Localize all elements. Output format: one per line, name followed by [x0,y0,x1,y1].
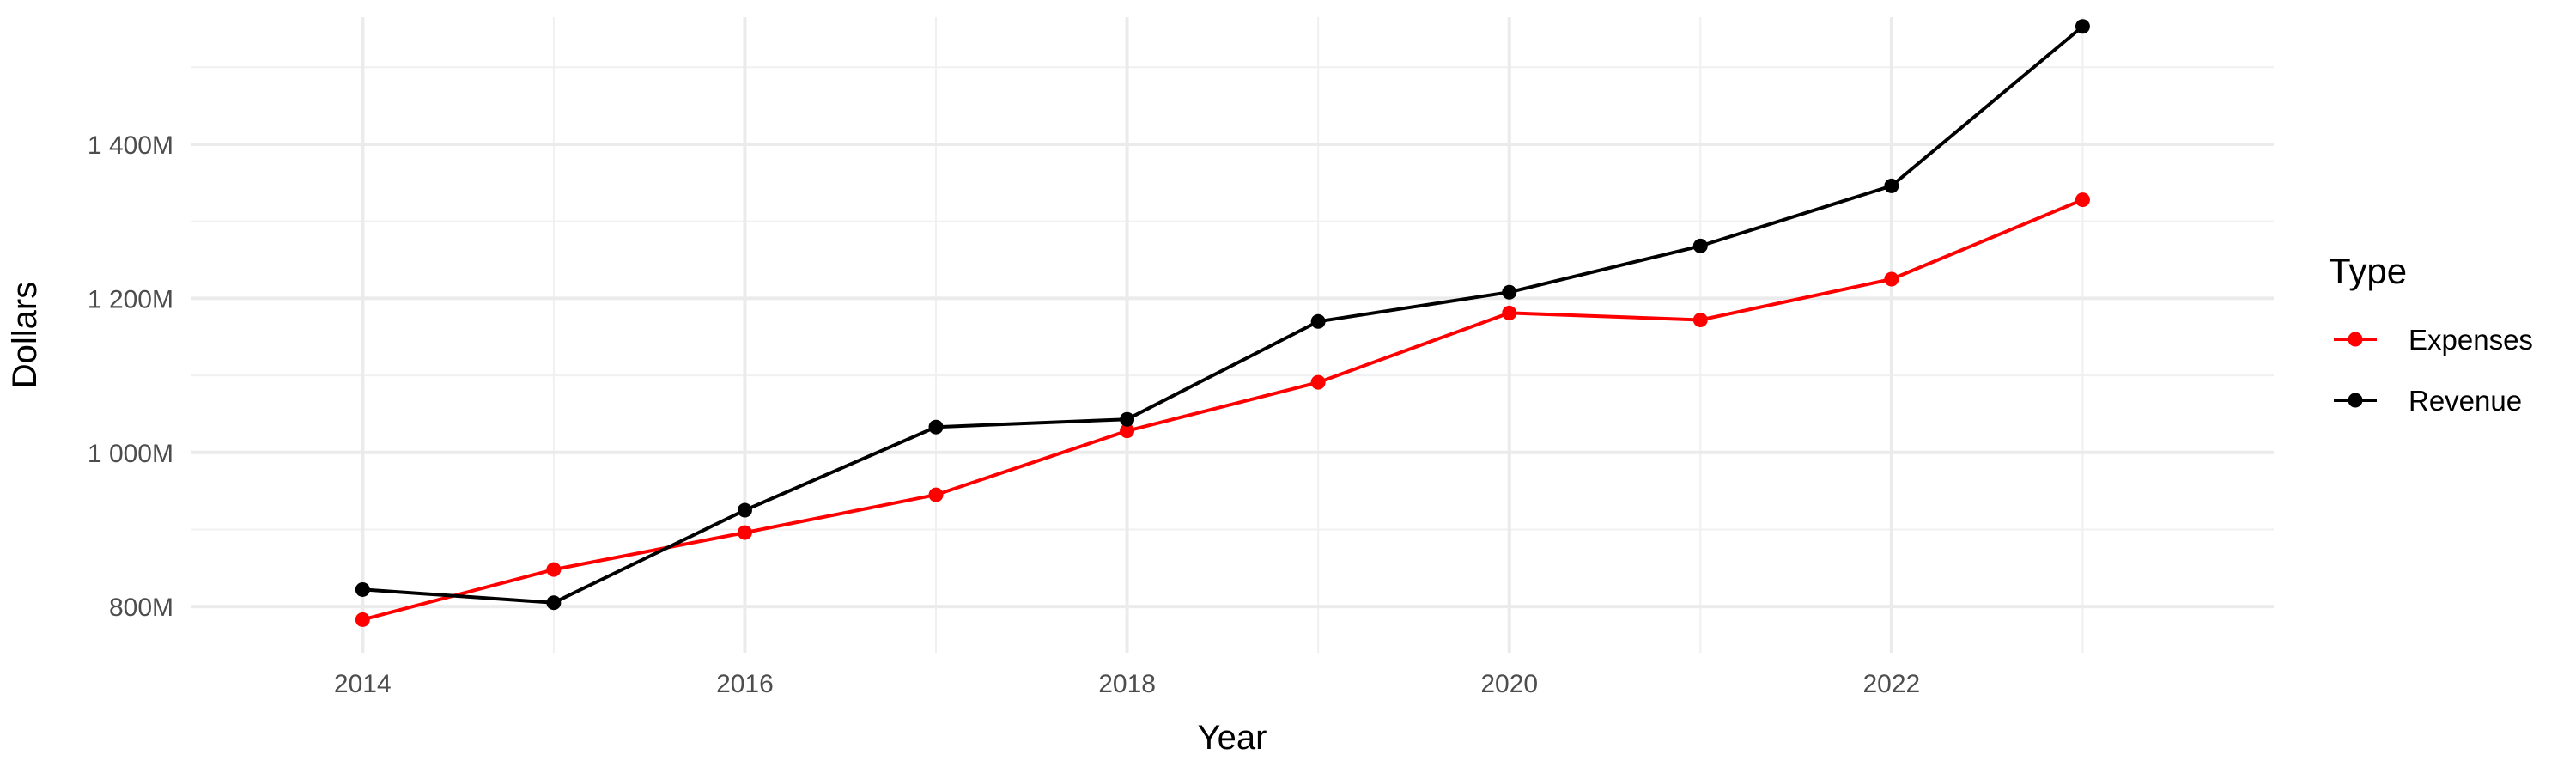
series-line-expenses [361,198,2084,622]
x-tick-label: 2020 [1480,670,1538,698]
data-point-expenses [737,525,752,540]
data-point-revenue [737,502,752,518]
data-point-revenue [2075,19,2090,34]
data-point-expenses [2075,192,2090,208]
series-line-revenue [362,25,2084,605]
data-point-revenue [1120,411,1135,427]
data-point-revenue [928,419,944,435]
series-lines [361,25,2084,622]
series-points [355,19,2090,627]
legend: Type Expenses Revenue [2329,251,2533,417]
data-point-expenses [928,487,944,502]
x-tick-label: 2018 [1098,670,1156,698]
legend-key-point-expenses [2348,332,2363,347]
x-axis-title: Year [1198,719,1267,757]
legend-title: Type [2329,251,2407,291]
legend-label-revenue: Revenue [2409,385,2522,417]
tick-labels: 800M 1 000M 1 200M 1 400M 2014 2016 2018 2020 20… [88,131,1920,698]
data-point-revenue [1310,313,1326,329]
y-tick-label: 800M [109,593,173,622]
data-point-revenue [546,595,562,611]
grid [191,17,2274,653]
data-point-expenses [1502,305,1517,320]
data-point-revenue [1884,178,1899,193]
data-point-expenses [355,612,370,627]
data-point-expenses [1120,423,1135,439]
x-tick-label: 2016 [716,670,774,698]
x-tick-label: 2022 [1862,670,1920,698]
x-tick-label: 2014 [334,670,392,698]
data-point-expenses [1310,374,1326,390]
y-tick-label: 1 400M [88,131,173,160]
data-point-revenue [1692,238,1708,253]
data-point-expenses [1884,271,1899,287]
data-point-expenses [1692,313,1708,328]
data-point-revenue [355,581,370,597]
data-point-revenue [1502,284,1517,300]
legend-key-point-revenue [2348,393,2363,408]
data-point-expenses [546,562,562,577]
y-tick-label: 1 200M [88,285,173,313]
y-axis-title: Dollars [6,282,44,388]
legend-label-expenses: Expenses [2409,324,2533,356]
y-tick-label: 1 000M [88,440,173,468]
